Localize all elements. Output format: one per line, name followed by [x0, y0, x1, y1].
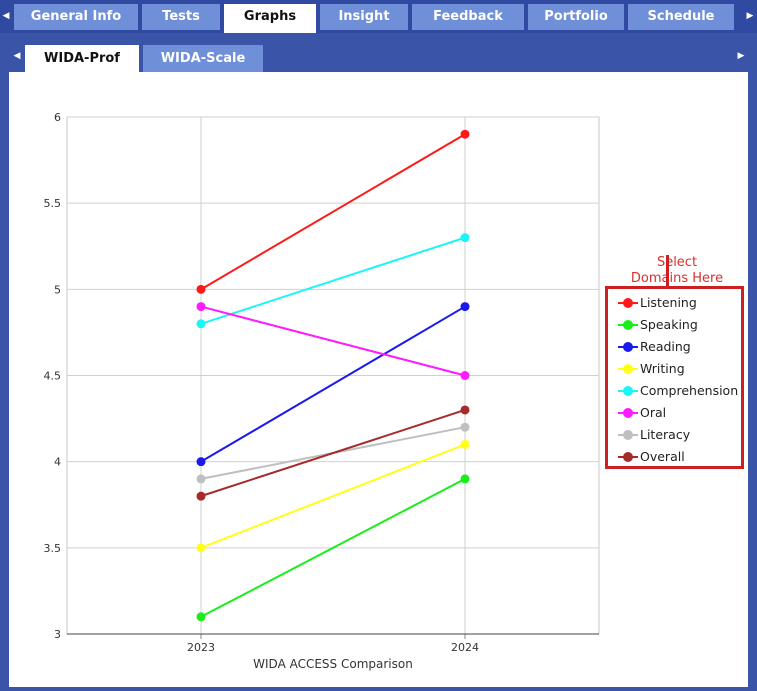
x-tick-label: 2024	[451, 641, 479, 654]
y-tick-label: 4.5	[44, 370, 62, 383]
select-domains-hint-line2: Domains Here	[630, 271, 724, 286]
legend-swatch-dot	[623, 452, 633, 462]
legend-swatch-dot	[623, 320, 633, 330]
subtabs-scroll-left-icon[interactable]: ◀	[13, 51, 21, 61]
data-point-speaking	[196, 612, 206, 622]
series-line-overall	[200, 409, 466, 498]
legend-label: Listening	[640, 295, 697, 310]
tab-insight[interactable]: Insight	[320, 4, 408, 30]
callout-connector	[666, 255, 669, 286]
x-axis-title: WIDA ACCESS Comparison	[253, 657, 413, 671]
data-point-comprehension	[196, 319, 206, 329]
tab-graphs[interactable]: Graphs	[224, 4, 316, 33]
legend-swatch-comprehension	[618, 386, 638, 396]
data-point-reading	[460, 302, 470, 312]
tab-schedule[interactable]: Schedule	[628, 4, 734, 30]
tab-tests[interactable]: Tests	[142, 4, 220, 30]
tab-feedback[interactable]: Feedback	[412, 4, 524, 30]
legend-swatch-dot	[623, 408, 633, 418]
series-line-comprehension	[200, 236, 466, 325]
y-tick-label: 4	[54, 456, 61, 469]
y-tick-label: 5	[54, 283, 61, 296]
legend-swatch-literacy	[618, 430, 638, 440]
tabs-scroll-left-icon[interactable]: ◀	[2, 11, 10, 21]
data-point-overall	[196, 491, 206, 501]
legend-label: Oral	[640, 405, 667, 420]
legend-swatch-dot	[623, 364, 633, 374]
legend-swatch-listening	[618, 298, 638, 308]
legend-swatch-reading	[618, 342, 638, 352]
series-line-oral	[200, 305, 466, 377]
legend-label: Reading	[640, 339, 691, 354]
domain-legend: Listening Speaking Reading Writing Comprehen…	[605, 286, 744, 469]
subtab-wida-scale[interactable]: WIDA-Scale	[143, 45, 263, 72]
legend-label: Comprehension	[640, 383, 739, 398]
line-chart: 3 3.5 4 4.5 5 5.5 6 2023 2024 WIDA ACCESS Compar…	[44, 111, 600, 671]
select-domains-hint-line1: Select	[656, 255, 698, 270]
legend-label: Overall	[640, 449, 685, 464]
legend-swatch-dot	[623, 342, 633, 352]
data-point-literacy	[460, 422, 470, 432]
data-point-overall	[460, 405, 470, 415]
data-point-oral	[460, 371, 470, 380]
tabs-scroll-right-icon[interactable]: ▶	[746, 11, 754, 21]
tab-portfolio[interactable]: Portfolio	[528, 4, 624, 30]
select-domains-hint: Select Domains Here	[617, 255, 737, 287]
chart-axes: 3 3.5 4 4.5 5 5.5 6 2023 2024	[44, 111, 599, 654]
subtab-wida-prof[interactable]: WIDA-Prof	[25, 45, 139, 72]
legend-swatch-speaking	[618, 320, 638, 330]
legend-swatch-dot	[623, 298, 633, 308]
series-line-writing	[200, 443, 466, 549]
subtabs-scroll-right-icon[interactable]: ▶	[737, 51, 745, 61]
data-point-listening	[196, 284, 206, 294]
legend-swatch-writing	[618, 364, 638, 374]
sub-tab-bar: ◀ WIDA-Prof WIDA-Scale ▶	[9, 41, 748, 72]
y-tick-label: 6	[54, 111, 61, 124]
series-line-speaking	[200, 478, 466, 618]
data-point-comprehension	[460, 233, 470, 243]
data-point-speaking	[460, 474, 470, 484]
data-point-writing	[460, 439, 470, 449]
data-point-literacy	[196, 474, 206, 484]
tab-general-info[interactable]: General Info	[14, 4, 138, 30]
legend-swatch-oral	[618, 408, 638, 418]
legend-label: Writing	[640, 361, 685, 376]
chart-series	[196, 129, 470, 622]
legend-swatch-overall	[618, 452, 638, 462]
data-point-reading	[196, 457, 206, 467]
legend-swatch-dot	[623, 386, 633, 396]
data-point-listening	[460, 129, 470, 139]
main-tab-bar: ◀ General Info Tests Graphs Insight Feed…	[0, 0, 757, 33]
chart-grid	[66, 116, 600, 635]
y-tick-label: 3.5	[44, 542, 62, 555]
series-line-listening	[200, 133, 466, 291]
data-point-oral	[196, 302, 206, 312]
legend-label: Speaking	[640, 317, 698, 332]
y-tick-label: 5.5	[44, 197, 62, 210]
y-tick-label: 3	[54, 628, 61, 641]
legend-label: Literacy	[640, 427, 691, 442]
series-line-reading	[200, 305, 466, 463]
legend-swatch-dot	[623, 430, 633, 440]
data-point-writing	[196, 543, 206, 553]
x-tick-label: 2023	[187, 641, 215, 654]
